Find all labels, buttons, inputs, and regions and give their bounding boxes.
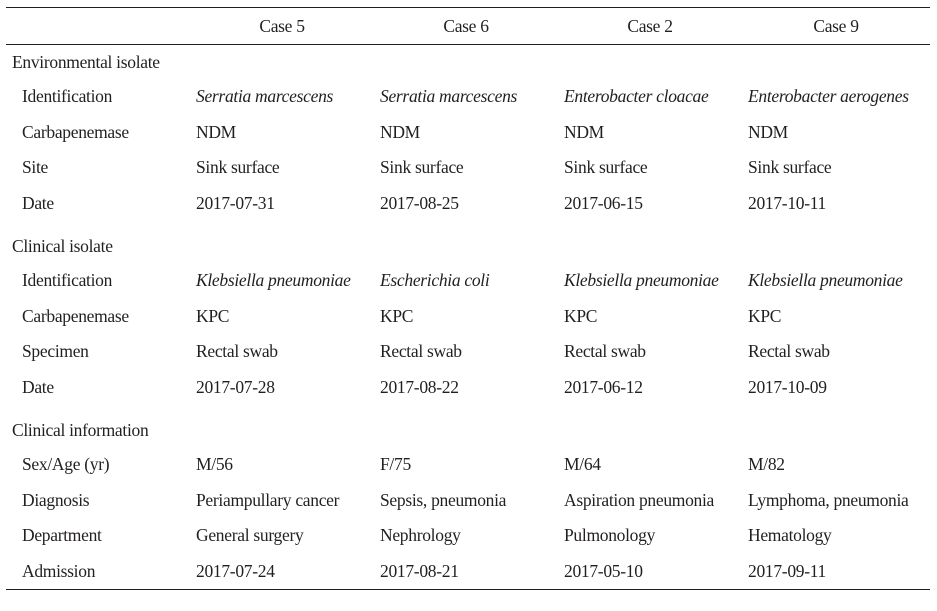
table-cell: 2017-08-21 — [374, 553, 558, 590]
row-label: Sex/Age (yr) — [22, 454, 110, 475]
table-cell: Escherichia coli — [380, 270, 490, 291]
section-row-environmental-isolate: Environmental isolate — [6, 45, 930, 80]
table-cell: Periampullary cancer — [196, 489, 340, 510]
table-cell: M/82 — [748, 454, 785, 475]
table-cell: 2017-06-15 — [564, 192, 643, 213]
header-empty-cell — [6, 7, 190, 45]
table-cell: KPC — [196, 305, 230, 326]
table-cell: Sink surface — [748, 157, 832, 178]
row-label: Diagnosis — [22, 489, 90, 510]
table-cell: NDM — [564, 121, 604, 142]
section-spacer-cell — [6, 405, 930, 413]
table-cell: Rectal swab — [564, 341, 646, 362]
row-label: Admission — [6, 553, 190, 590]
case-comparison-table-container: Case 5 Case 6 Case 2 Case 9 Environmenta… — [6, 7, 930, 590]
table-cell: KPC — [748, 305, 782, 326]
table-row: Specimen Rectal swab Rectal swab Rectal … — [6, 334, 930, 370]
table-cell: Rectal swab — [380, 341, 462, 362]
table-cell: Hematology — [748, 525, 832, 546]
row-label: Specimen — [22, 341, 89, 362]
table-cell: Serratia marcescens — [196, 86, 334, 107]
table-cell: KPC — [380, 305, 414, 326]
row-label: Identification — [22, 86, 113, 107]
section-title: Clinical isolate — [12, 235, 113, 256]
row-label: Date — [22, 192, 54, 213]
table-cell: Rectal swab — [748, 341, 830, 362]
table-cell: 2017-06-12 — [564, 376, 643, 397]
row-label: Carbapenemase — [22, 305, 129, 326]
section-title: Environmental isolate — [12, 51, 160, 72]
table-cell: KPC — [564, 305, 598, 326]
header-case-6: Case 6 — [374, 7, 558, 45]
table-cell: Klebsiella pneumoniae — [564, 270, 719, 291]
table-row: Identification Klebsiella pneumoniae Esc… — [6, 263, 930, 299]
table-row: Date 2017-07-31 2017-08-25 2017-06-15 20… — [6, 186, 930, 222]
table-row: Sex/Age (yr) M/56 F/75 M/64 M/82 — [6, 447, 930, 483]
section-title: Clinical information — [12, 419, 149, 440]
table-cell: Klebsiella pneumoniae — [748, 270, 903, 291]
table-cell: 2017-07-24 — [190, 553, 374, 590]
table-cell: 2017-10-09 — [748, 376, 827, 397]
table-cell: Enterobacter cloacae — [564, 86, 709, 107]
table-cell: Rectal swab — [196, 341, 278, 362]
table-cell: Pulmonology — [564, 525, 656, 546]
table-cell: 2017-07-28 — [196, 376, 275, 397]
row-label: Site — [22, 157, 49, 178]
section-spacer-cell — [6, 221, 930, 229]
table-cell: M/56 — [196, 454, 233, 475]
table-cell: Sink surface — [196, 157, 280, 178]
table-cell: Sink surface — [564, 157, 648, 178]
table-row: Identification Serratia marcescens Serra… — [6, 79, 930, 115]
table-cell: 2017-10-11 — [748, 192, 827, 213]
table-header-row: Case 5 Case 6 Case 2 Case 9 — [6, 7, 930, 45]
table-cell: Serratia marcescens — [380, 86, 518, 107]
table-cell: General surgery — [196, 525, 304, 546]
table-cell: Aspiration pneumonia — [564, 489, 715, 510]
table-cell: Enterobacter aerogenes — [748, 86, 909, 107]
section-spacer — [6, 405, 930, 413]
table-cell: 2017-07-31 — [196, 192, 275, 213]
table-cell: NDM — [748, 121, 788, 142]
table-cell: NDM — [380, 121, 420, 142]
table-row: Site Sink surface Sink surface Sink surf… — [6, 150, 930, 186]
table-row: Date 2017-07-28 2017-08-22 2017-06-12 20… — [6, 370, 930, 406]
table-cell: 2017-05-10 — [558, 553, 742, 590]
section-spacer — [6, 221, 930, 229]
table-cell: F/75 — [380, 454, 411, 475]
table-cell: Sepsis, pneumonia — [380, 489, 507, 510]
header-case-9: Case 9 — [742, 7, 930, 45]
header-case-2: Case 2 — [558, 7, 742, 45]
table-cell: 2017-08-25 — [380, 192, 459, 213]
table-cell: Sink surface — [380, 157, 464, 178]
table-row: Department General surgery Nephrology Pu… — [6, 518, 930, 554]
table-cell: NDM — [196, 121, 236, 142]
section-row-clinical-isolate: Clinical isolate — [6, 229, 930, 263]
header-case-5: Case 5 — [190, 7, 374, 45]
table-body: Environmental isolate Identification Ser… — [6, 45, 930, 590]
table-row: Diagnosis Periampullary cancer Sepsis, p… — [6, 483, 930, 519]
section-row-clinical-information: Clinical information — [6, 413, 930, 447]
table-cell: 2017-09-11 — [742, 553, 930, 590]
table-row: Admission 2017-07-24 2017-08-21 2017-05-… — [6, 553, 930, 590]
table-cell: Nephrology — [380, 525, 461, 546]
table-cell: M/64 — [564, 454, 601, 475]
row-label: Identification — [22, 270, 113, 291]
row-label: Date — [22, 376, 54, 397]
row-label: Carbapenemase — [22, 121, 129, 142]
table-row: Carbapenemase KPC KPC KPC KPC — [6, 299, 930, 335]
case-comparison-table: Case 5 Case 6 Case 2 Case 9 Environmenta… — [6, 7, 930, 590]
table-row: Carbapenemase NDM NDM NDM NDM — [6, 115, 930, 151]
table-cell: Lymphoma, pneumonia — [748, 489, 909, 510]
table-cell: Klebsiella pneumoniae — [196, 270, 351, 291]
table-cell: 2017-08-22 — [380, 376, 459, 397]
row-label: Department — [22, 525, 102, 546]
